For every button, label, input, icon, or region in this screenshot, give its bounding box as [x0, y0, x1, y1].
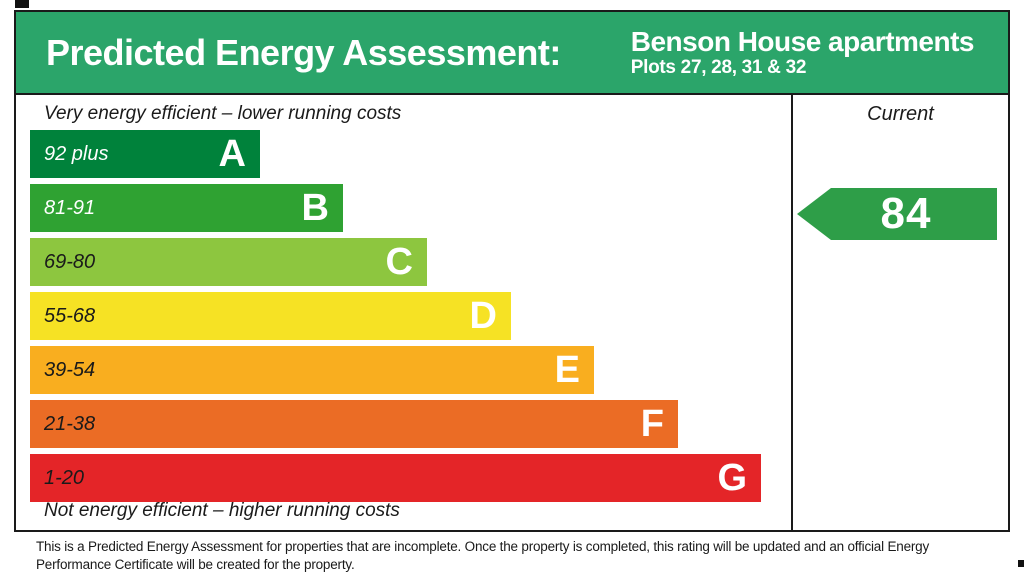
epc-bands: 92 plus A 81-91 B 69-80 C 55-68 D 39-54 … [30, 130, 791, 508]
epc-band-letter: D [469, 295, 497, 337]
epc-band-bar: 21-38 F [30, 400, 678, 448]
property-name: Benson House apartments [630, 25, 975, 57]
scale-caption-top: Very energy efficient – lower running co… [44, 103, 402, 124]
current-column-header: Current [867, 103, 934, 125]
current-rating-arrow: 84 [797, 188, 997, 240]
screenshot-artifact [1018, 560, 1024, 567]
epc-band-bar: 92 plus A [30, 130, 260, 178]
epc-band-row: 55-68 D [30, 292, 791, 340]
epc-band-row: 92 plus A [30, 130, 791, 178]
screenshot-artifact [15, 0, 29, 8]
epc-band-row: 69-80 C [30, 238, 791, 286]
epc-band-row: 81-91 B [30, 184, 791, 232]
epc-chart-body: Very energy efficient – lower running co… [16, 95, 1008, 530]
property-details: Benson House apartments Plots 27, 28, 31… [630, 25, 978, 79]
epc-band-letter: A [218, 133, 246, 175]
epc-chart-box: Predicted Energy Assessment: Benson Hous… [14, 10, 1010, 532]
epc-band-range-label: 81-91 [44, 196, 96, 219]
epc-band-bar: 81-91 B [30, 184, 343, 232]
epc-band-letter: E [554, 349, 580, 391]
scale-caption-bottom: Not energy efficient – higher running co… [44, 500, 400, 521]
property-plots: Plots 27, 28, 31 & 32 [630, 56, 807, 78]
epc-header: Predicted Energy Assessment: Benson Hous… [16, 12, 1008, 95]
epc-rating-scale: Very energy efficient – lower running co… [16, 95, 793, 530]
epc-band-range-label: 92 plus [44, 142, 109, 165]
epc-band-bar: 39-54 E [30, 346, 594, 394]
epc-band-range-label: 21-38 [44, 412, 96, 435]
epc-band-bar: 69-80 C [30, 238, 427, 286]
epc-band-letter: G [717, 457, 747, 499]
epc-band-letter: B [301, 187, 329, 229]
epc-band-range-label: 69-80 [44, 250, 96, 273]
epc-band-letter: F [640, 403, 664, 445]
page-title: Predicted Energy Assessment: [46, 31, 561, 73]
epc-band-bar: 55-68 D [30, 292, 511, 340]
epc-band-row: 39-54 E [30, 346, 791, 394]
epc-band-letter: C [385, 241, 413, 283]
epc-band-row: 1-20 G [30, 454, 791, 502]
epc-band-row: 21-38 F [30, 400, 791, 448]
epc-band-bar: 1-20 G [30, 454, 761, 502]
current-rating-column: Current 84 [793, 95, 1008, 530]
current-rating-value: 84 [880, 189, 932, 238]
epc-band-range-label: 1-20 [44, 466, 85, 489]
disclaimer-text: This is a Predicted Energy Assessment fo… [36, 539, 930, 572]
epc-band-range-label: 39-54 [44, 358, 96, 381]
epc-band-range-label: 55-68 [44, 304, 96, 327]
